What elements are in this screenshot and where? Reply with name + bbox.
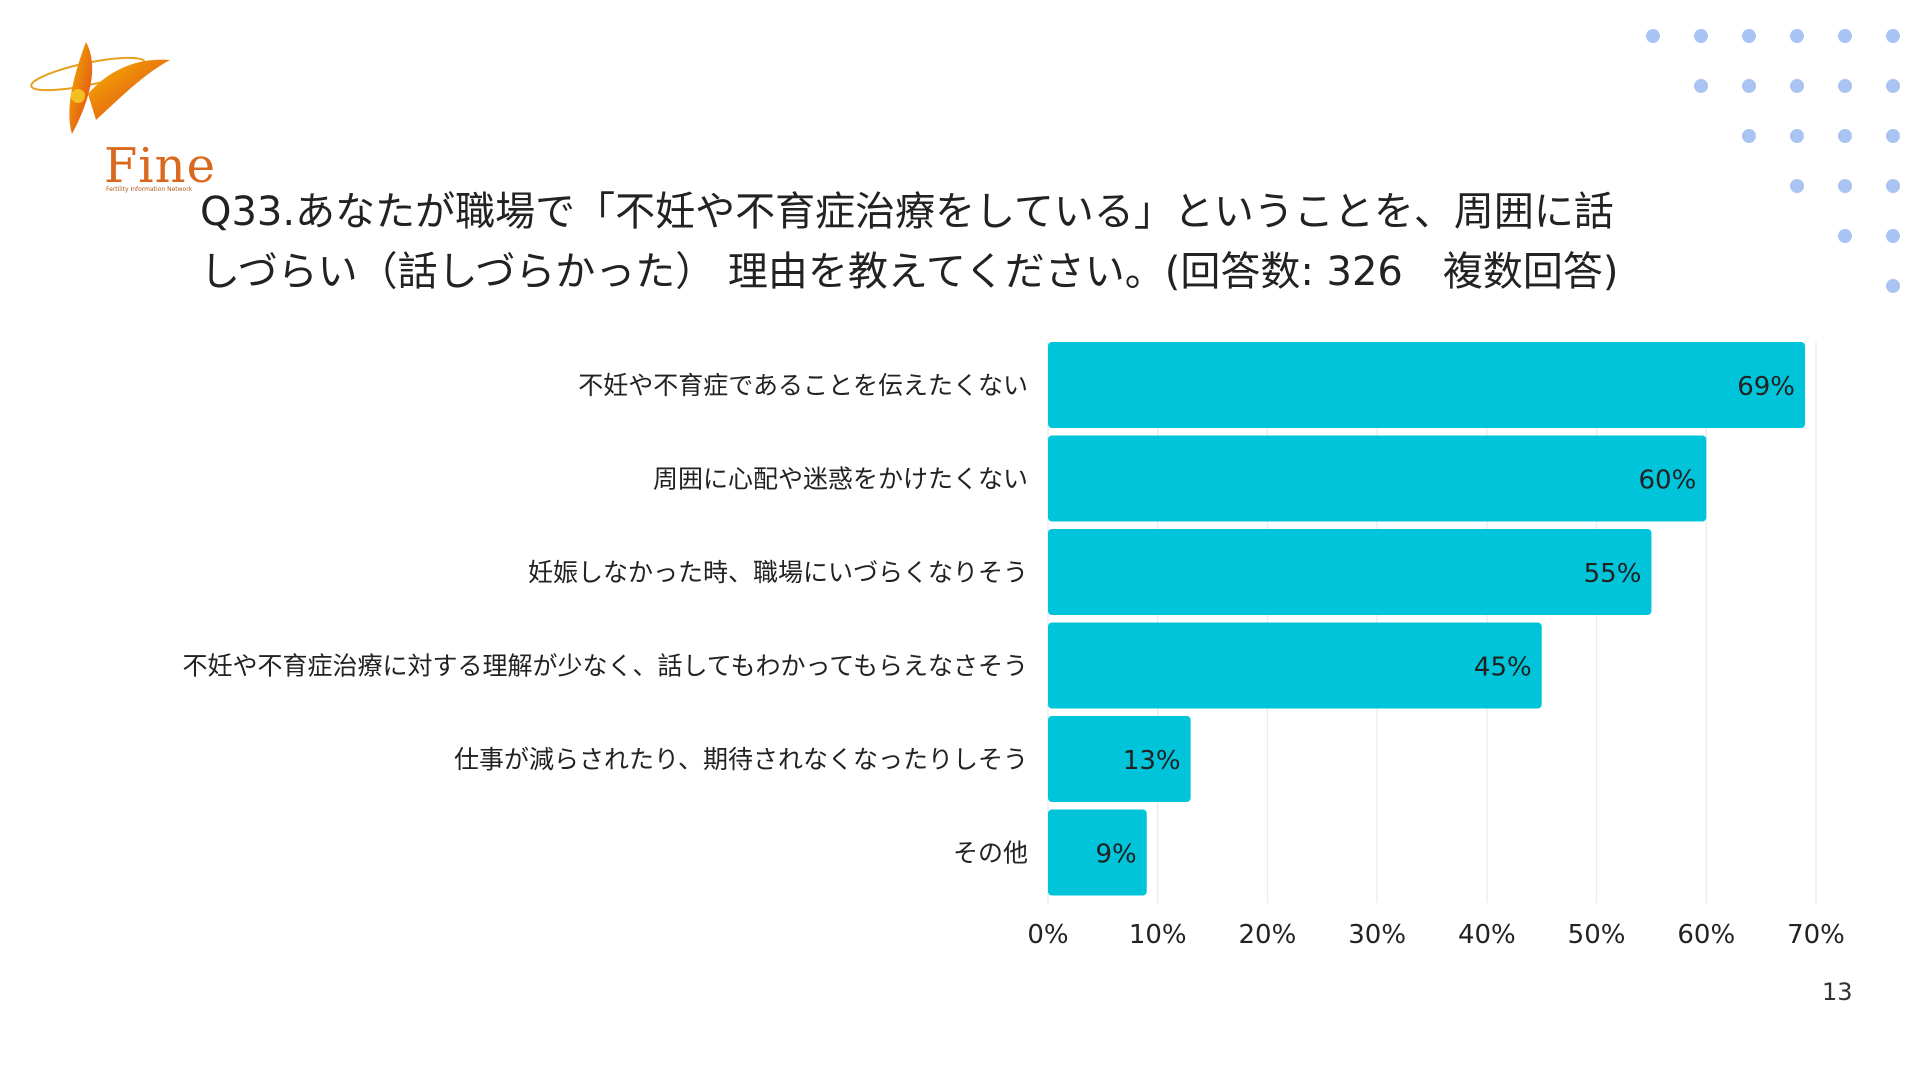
x-tick-label: 50%	[1568, 920, 1626, 950]
bar	[1048, 809, 1147, 896]
decorative-dot	[1838, 79, 1852, 93]
logo-subtext: Fertility Information Network	[106, 186, 193, 193]
decorative-dot	[1742, 29, 1756, 43]
category-label: 妊娠しなかった時、職場にいづらくなりそう	[528, 558, 1028, 587]
category-label: 不妊や不育症であることを伝えたくない	[578, 371, 1028, 400]
decorative-dot	[1886, 129, 1900, 143]
x-tick-label: 20%	[1239, 920, 1297, 950]
category-label: その他	[953, 839, 1028, 868]
data-label: 55%	[1584, 559, 1642, 589]
decorative-dot	[1790, 129, 1804, 143]
slide-title-line-2: しづらい（話しづらかった） 理由を教えてください。(回答数: 326 複数回答)	[200, 249, 1619, 295]
data-label: 60%	[1638, 466, 1696, 496]
bar	[1048, 622, 1542, 709]
decorative-dot	[1886, 229, 1900, 243]
data-label: 13%	[1123, 746, 1181, 776]
decorative-dot-grid	[1646, 29, 1900, 293]
decorative-dot	[1646, 29, 1660, 43]
logo-text: Fine	[104, 138, 216, 194]
decorative-dot	[1742, 129, 1756, 143]
decorative-dot	[1838, 129, 1852, 143]
bar	[1048, 342, 1806, 428]
fine-logo-mark	[30, 42, 170, 134]
x-tick-label: 70%	[1787, 920, 1845, 950]
horizontal-bar-chart: 不妊や不育症であることを伝えたくない 69% 周囲に心配や迷惑をかけたくない 60% 妊…	[182, 342, 1845, 950]
category-label: 周囲に心配や迷惑をかけたくない	[653, 465, 1028, 494]
data-label: 69%	[1737, 372, 1795, 402]
data-label: 45%	[1474, 653, 1532, 683]
x-tick-label: 0%	[1027, 920, 1068, 950]
page-number: 13	[1822, 978, 1853, 1006]
decorative-dot	[1742, 79, 1756, 93]
category-label: 仕事が減らされたり、期待されなくなったりしそう	[454, 745, 1028, 774]
decorative-dot	[1886, 279, 1900, 293]
decorative-dot	[1694, 29, 1708, 43]
bar	[1048, 435, 1707, 522]
decorative-dot	[1838, 179, 1852, 193]
decorative-dot	[1694, 79, 1708, 93]
x-tick-label: 60%	[1677, 920, 1735, 950]
fine-logo: Fine Fertility Information Network	[26, 34, 215, 194]
slide-title-line-1: Q33.あなたが職場で「不妊や不育症治療をしている」ということを、周囲に話	[200, 189, 1614, 235]
x-tick-label: 10%	[1129, 920, 1187, 950]
decorative-dot	[1886, 79, 1900, 93]
decorative-dot	[1790, 29, 1804, 43]
decorative-dot	[1790, 179, 1804, 193]
data-label: 9%	[1095, 840, 1136, 870]
x-tick-label: 40%	[1458, 920, 1516, 950]
decorative-dot	[1838, 229, 1852, 243]
x-tick-label: 30%	[1348, 920, 1406, 950]
slide-title: Q33.あなたが職場で「不妊や不育症治療をしている」ということを、周囲に話 しづ…	[200, 182, 1760, 302]
decorative-dot	[1838, 29, 1852, 43]
bar	[1048, 716, 1191, 802]
category-label: 不妊や不育症治療に対する理解が少なく、話してもわかってもらえなさそう	[182, 652, 1028, 681]
decorative-dot	[1886, 29, 1900, 43]
decorative-dot	[1886, 179, 1900, 193]
decorative-dot	[1790, 79, 1804, 93]
bar	[1048, 529, 1652, 615]
